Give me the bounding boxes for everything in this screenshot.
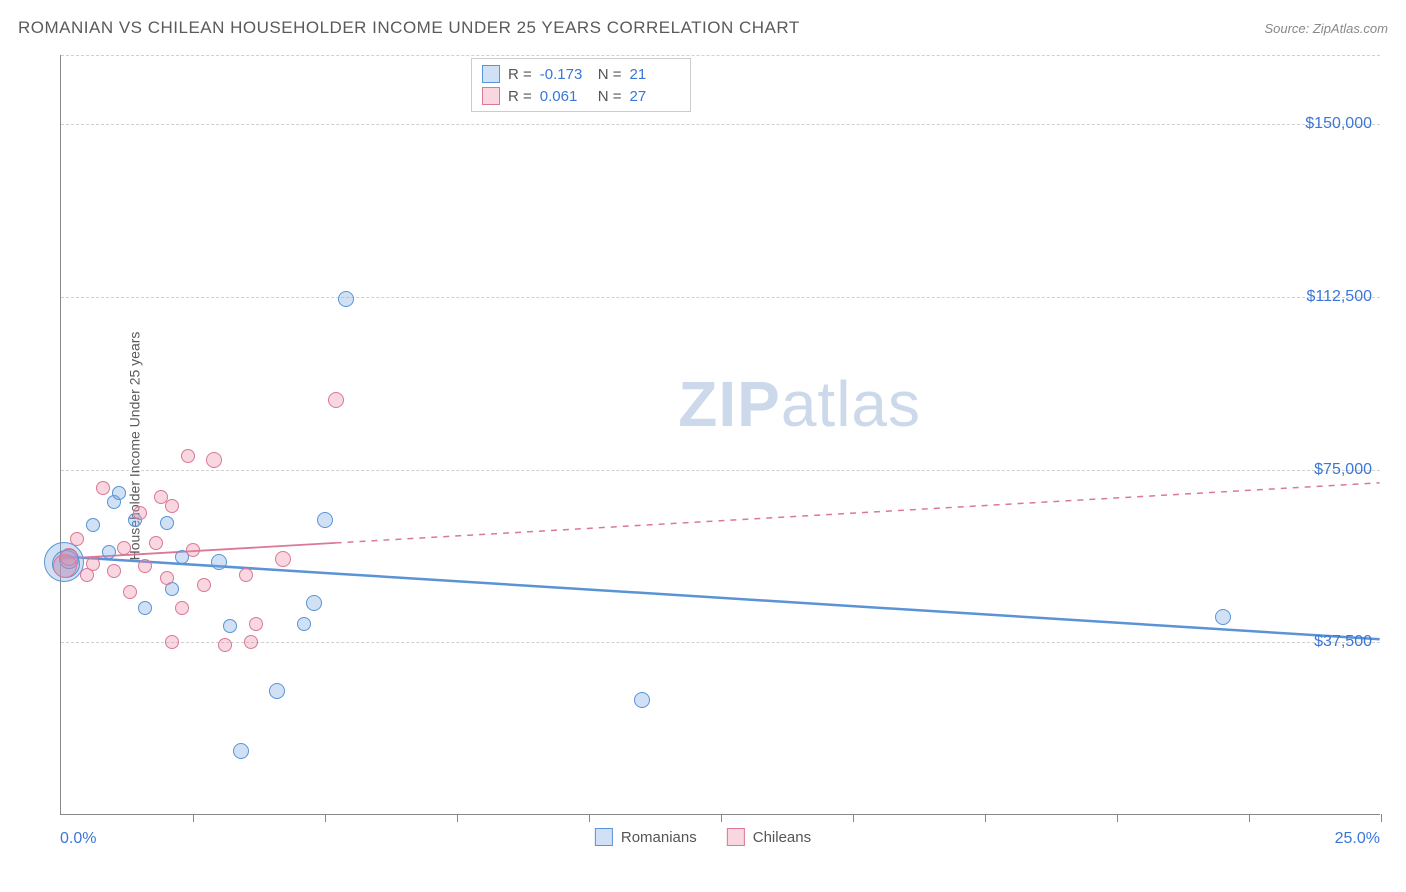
data-point	[223, 619, 237, 633]
y-tick-label: $112,500	[1306, 288, 1372, 306]
legend-item-romanians: Romanians	[595, 828, 697, 846]
data-point	[186, 543, 200, 557]
data-point	[107, 564, 121, 578]
watermark-bold: ZIP	[678, 368, 781, 440]
x-axis-max-label: 25.0%	[1335, 830, 1380, 848]
trend-lines	[61, 55, 1380, 814]
correlation-stats-box: R = -0.173 N = 21 R = 0.061 N = 27	[471, 58, 691, 112]
data-point	[249, 617, 263, 631]
gridline	[61, 470, 1380, 471]
data-point	[149, 536, 163, 550]
data-point	[112, 486, 126, 500]
data-point	[181, 449, 195, 463]
watermark-rest: atlas	[781, 368, 921, 440]
source-prefix: Source:	[1264, 21, 1312, 36]
data-point	[275, 551, 291, 567]
y-tick-label: $37,500	[1314, 633, 1372, 651]
x-tick	[457, 814, 458, 822]
y-tick-label: $150,000	[1305, 115, 1372, 133]
data-point	[239, 568, 253, 582]
data-point	[211, 554, 227, 570]
stat-r-label: R =	[508, 88, 532, 105]
stat-r-label: R =	[508, 66, 532, 83]
x-tick	[853, 814, 854, 822]
x-tick	[985, 814, 986, 822]
source-attribution: Source: ZipAtlas.com	[1264, 21, 1388, 36]
data-point	[165, 499, 179, 513]
data-point	[206, 452, 222, 468]
data-point	[233, 743, 249, 759]
data-point	[138, 601, 152, 615]
data-point	[269, 683, 285, 699]
legend-swatch-romanians	[595, 828, 613, 846]
gridline	[61, 642, 1380, 643]
stat-n-value: 27	[630, 88, 680, 105]
data-point	[96, 481, 110, 495]
x-tick	[193, 814, 194, 822]
data-point	[165, 635, 179, 649]
y-tick-label: $75,000	[1314, 461, 1372, 479]
scatter-chart: ZIPatlas R = -0.173 N = 21 R = 0.061 N =…	[60, 55, 1380, 815]
swatch-chileans	[482, 87, 500, 105]
data-point	[328, 392, 344, 408]
legend-item-chileans: Chileans	[727, 828, 811, 846]
stat-n-label: N =	[598, 88, 622, 105]
data-point	[86, 557, 100, 571]
data-point	[297, 617, 311, 631]
gridline	[61, 124, 1380, 125]
chart-title: ROMANIAN VS CHILEAN HOUSEHOLDER INCOME U…	[18, 18, 800, 38]
x-tick	[721, 814, 722, 822]
x-tick	[1381, 814, 1382, 822]
x-tick	[1249, 814, 1250, 822]
stat-n-label: N =	[598, 66, 622, 83]
data-point	[218, 638, 232, 652]
gridline	[61, 55, 1380, 56]
swatch-romanians	[482, 65, 500, 83]
data-point	[175, 601, 189, 615]
data-point	[306, 595, 322, 611]
gridline	[61, 297, 1380, 298]
source-name: ZipAtlas.com	[1313, 21, 1388, 36]
data-point	[138, 559, 152, 573]
watermark: ZIPatlas	[678, 367, 921, 441]
data-point	[160, 516, 174, 530]
data-point	[60, 548, 78, 566]
data-point	[317, 512, 333, 528]
data-point	[1215, 609, 1231, 625]
data-point	[86, 518, 100, 532]
x-tick	[1117, 814, 1118, 822]
stats-row-chileans: R = 0.061 N = 27	[482, 85, 680, 107]
data-point	[244, 635, 258, 649]
data-point	[117, 541, 131, 555]
data-point	[634, 692, 650, 708]
data-point	[133, 506, 147, 520]
stat-n-value: 21	[630, 66, 680, 83]
data-point	[160, 571, 174, 585]
data-point	[197, 578, 211, 592]
stat-r-value: -0.173	[540, 66, 590, 83]
x-axis-min-label: 0.0%	[60, 830, 96, 848]
x-tick	[589, 814, 590, 822]
legend-swatch-chileans	[727, 828, 745, 846]
series-legend: Romanians Chileans	[595, 828, 811, 846]
chart-header: ROMANIAN VS CHILEAN HOUSEHOLDER INCOME U…	[18, 18, 1388, 38]
stat-r-value: 0.061	[540, 88, 590, 105]
data-point	[338, 291, 354, 307]
data-point	[123, 585, 137, 599]
x-tick	[325, 814, 326, 822]
data-point	[70, 532, 84, 546]
legend-label: Romanians	[621, 829, 697, 846]
legend-label: Chileans	[753, 829, 811, 846]
stats-row-romanians: R = -0.173 N = 21	[482, 63, 680, 85]
data-point	[102, 545, 116, 559]
